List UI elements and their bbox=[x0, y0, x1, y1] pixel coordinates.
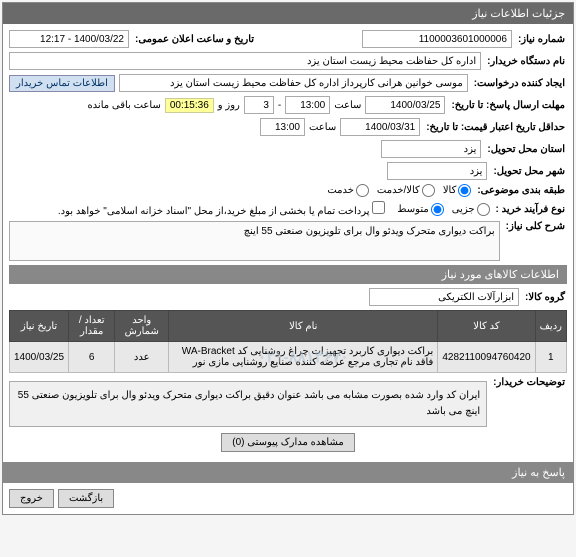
announce-field: 1400/03/22 - 12:17 bbox=[9, 30, 129, 48]
validity-date-field: 1400/03/31 bbox=[340, 118, 420, 136]
deadline-label: مهلت ارسال پاسخ: تا تاریخ: bbox=[449, 100, 567, 111]
exit-button[interactable]: خروج bbox=[9, 489, 54, 508]
budget-service-label: خدمت bbox=[327, 185, 354, 196]
budget-goodservice-radio[interactable] bbox=[422, 184, 435, 197]
budget-goods-label: کالا bbox=[443, 185, 457, 196]
cell-name: براکت دیواری کاربرد تجهیزات چراغ روشنایی… bbox=[169, 342, 438, 373]
table-header-row: ردیف کد کالا نام کالا واحد شمارش تعداد /… bbox=[10, 311, 567, 342]
payment-note: پرداخت تمام یا بخشی از مبلغ خرید،از محل … bbox=[58, 201, 385, 217]
th-date: تاریخ نیاز bbox=[10, 311, 69, 342]
remaining-label: ساعت باقی مانده bbox=[87, 100, 160, 111]
validity-label: حداقل تاریخ اعتبار قیمت: تا تاریخ: bbox=[424, 122, 567, 133]
back-button[interactable]: بازگشت bbox=[58, 489, 114, 508]
panel-body: شماره نیاز: 1100003601000006 تاریخ و ساع… bbox=[3, 24, 573, 462]
th-code: کد کالا bbox=[438, 311, 535, 342]
process-small-radio[interactable] bbox=[477, 203, 490, 216]
announce-label: تاریخ و ساعت اعلان عمومی: bbox=[133, 34, 256, 45]
cell-date: 1400/03/25 bbox=[10, 342, 69, 373]
payment-note-text: پرداخت تمام یا بخشی از مبلغ خرید،از محل … bbox=[58, 206, 370, 217]
cell-idx: 1 bbox=[535, 342, 566, 373]
budget-label: طبقه بندی موضوعی: bbox=[475, 185, 567, 196]
th-qty: تعداد / مقدار bbox=[69, 311, 115, 342]
th-idx: ردیف bbox=[535, 311, 566, 342]
city-field: یزد bbox=[387, 162, 487, 180]
deadline-time-field: 13:00 bbox=[285, 96, 330, 114]
need-number-field: 1100003601000006 bbox=[362, 30, 512, 48]
validity-time-field: 13:00 bbox=[260, 118, 305, 136]
province-field: یزد bbox=[381, 140, 481, 158]
process-label: نوع فرآیند خرید : bbox=[494, 204, 567, 215]
contact-buyer-button[interactable]: اطلاعات تماس خریدار bbox=[9, 75, 115, 92]
cell-code: 4282110094760420 bbox=[438, 342, 535, 373]
attachments-button[interactable]: مشاهده مدارک پیوستی (0) bbox=[221, 433, 355, 452]
buyer-desc-label: توضیحات خریدار: bbox=[491, 377, 567, 388]
deadline-date-field: 1400/03/25 bbox=[365, 96, 445, 114]
creator-label: ایجاد کننده درخواست: bbox=[472, 78, 567, 89]
minus-label: - bbox=[278, 100, 281, 111]
buyer-org-label: نام دستگاه خریدار: bbox=[485, 56, 567, 67]
group-field: ابزارآلات الکتریکی bbox=[369, 288, 519, 306]
budget-goods-radio[interactable] bbox=[458, 184, 471, 197]
budget-service-radio[interactable] bbox=[356, 184, 369, 197]
days-label: روز و bbox=[218, 100, 240, 111]
footer-actions: بازگشت خروج bbox=[3, 483, 573, 514]
process-radio-group: جزیی متوسط bbox=[397, 203, 489, 216]
main-panel: جزئیات اطلاعات نیاز شماره نیاز: 11000036… bbox=[2, 2, 574, 515]
remaining-time: 00:15:36 bbox=[165, 98, 214, 113]
budget-radio-group: کالا کالا/خدمت خدمت bbox=[327, 184, 471, 197]
cell-qty: 6 bbox=[69, 342, 115, 373]
th-unit: واحد شمارش bbox=[115, 311, 169, 342]
time-label-1: ساعت bbox=[334, 100, 361, 111]
table-row: 1 4282110094760420 براکت دیواری کاربرد ت… bbox=[10, 342, 567, 373]
process-medium-radio[interactable] bbox=[431, 203, 444, 216]
payment-checkbox[interactable] bbox=[372, 201, 385, 214]
footer-title: پاسخ به نیاز bbox=[3, 462, 573, 483]
buyer-org-field: اداره کل حفاظت محیط زیست استان یزد bbox=[9, 52, 481, 70]
need-number-label: شماره نیاز: bbox=[516, 34, 567, 45]
province-label: استان محل تحویل: bbox=[485, 144, 567, 155]
cell-unit: عدد bbox=[115, 342, 169, 373]
process-small-label: جزیی bbox=[452, 204, 475, 215]
items-section-header: اطلاعات کالاهای مورد نیاز bbox=[9, 265, 567, 284]
items-table: ردیف کد کالا نام کالا واحد شمارش تعداد /… bbox=[9, 310, 567, 373]
process-medium-label: متوسط bbox=[397, 204, 428, 215]
budget-goodservice-label: کالا/خدمت bbox=[377, 185, 420, 196]
days-field: 3 bbox=[244, 96, 274, 114]
cell-name-text: براکت دیواری کاربرد تجهیزات چراغ روشنایی… bbox=[182, 346, 434, 368]
buyer-desc-box: ایران کد وارد شده بصورت مشابه می باشد عن… bbox=[9, 381, 487, 427]
city-label: شهر محل تحویل: bbox=[491, 166, 567, 177]
th-name: نام کالا bbox=[169, 311, 438, 342]
main-title-field: براکت دیواری متحرک ویدئو وال برای تلویزی… bbox=[9, 221, 500, 261]
main-title-label: شرح کلی نیاز: bbox=[504, 221, 567, 232]
panel-title: جزئیات اطلاعات نیاز bbox=[3, 3, 573, 24]
group-label: گروه کالا: bbox=[523, 292, 567, 303]
time-label-2: ساعت bbox=[309, 122, 336, 133]
creator-field: موسی خوانین هرانی کارپرداز اداره کل حفاظ… bbox=[119, 74, 468, 92]
